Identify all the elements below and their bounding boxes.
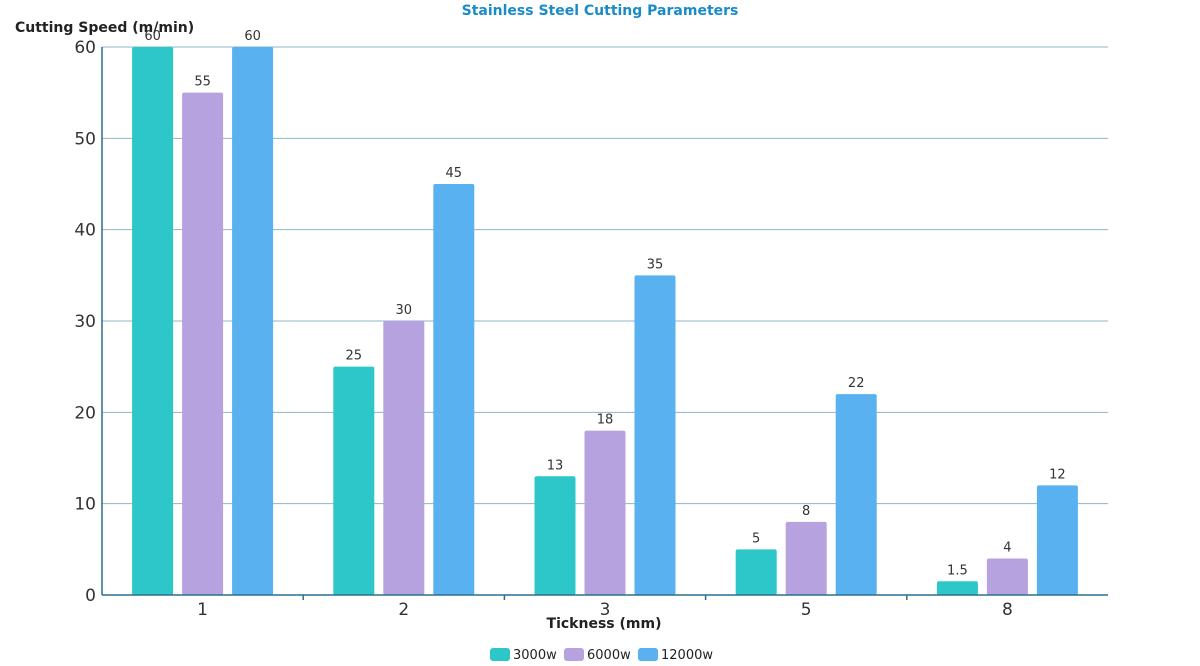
data-label: 4 [1003,540,1011,555]
y-tick-label: 10 [74,495,96,515]
legend-item[interactable]: 12000w [638,648,713,663]
bar[interactable] [534,476,576,595]
data-label: 60 [144,29,161,44]
bar[interactable] [433,184,475,595]
data-label: 18 [597,413,614,428]
data-label: 45 [446,166,463,181]
legend-item[interactable]: 3000w [490,648,557,663]
bar[interactable] [1036,485,1078,595]
chart-title: Stainless Steel Cutting Parameters [462,3,739,19]
x-tick-label: 2 [398,600,409,620]
data-label: 13 [547,458,564,473]
data-label: 25 [346,349,363,364]
bar[interactable] [936,581,978,595]
legend-swatch [638,648,658,661]
data-label: 8 [802,504,810,519]
legend-label: 6000w [587,648,631,663]
y-axis-title: Cutting Speed (m/min) [15,20,194,36]
data-label: 30 [396,303,413,318]
legend[interactable]: 3000w 6000w 12000w [490,648,713,663]
legend-swatch [564,648,584,661]
bar[interactable] [383,321,425,595]
legend-swatch [490,648,510,661]
bar[interactable] [735,549,777,595]
bars [132,47,1078,596]
legend-item[interactable]: 6000w [564,648,631,663]
x-axis-title: Tickness (mm) [547,616,662,632]
bar[interactable] [182,92,224,596]
bar[interactable] [634,275,676,595]
x-tick-label: 5 [801,600,812,620]
y-tick-label: 60 [74,38,96,58]
data-label: 35 [647,257,664,272]
bar[interactable] [835,394,877,595]
y-tick-label: 50 [74,129,96,149]
data-labels: 60 55 60 25 30 45 13 18 35 5 8 22 1.5 4 12 [144,29,1065,578]
bar[interactable] [232,47,274,595]
data-label: 5 [752,531,760,546]
y-tick-label: 30 [74,312,96,332]
y-tick-label: 40 [74,221,96,241]
data-label: 55 [194,75,211,90]
bar[interactable] [584,430,626,595]
bar[interactable] [785,521,827,595]
x-tick-label: 8 [1002,600,1013,620]
legend-label: 3000w [513,648,557,663]
data-label: 22 [848,376,865,391]
data-label: 1.5 [947,563,968,578]
y-tick-label: 0 [85,586,96,606]
legend-label: 12000w [661,648,713,663]
x-tick-label: 1 [197,600,208,620]
data-label: 12 [1049,467,1066,482]
bar[interactable] [986,558,1028,595]
bar[interactable] [132,47,174,595]
y-tick-label: 20 [74,403,96,423]
bar[interactable] [333,366,375,595]
data-label: 60 [244,29,261,44]
x-tick-label: 3 [600,600,611,620]
